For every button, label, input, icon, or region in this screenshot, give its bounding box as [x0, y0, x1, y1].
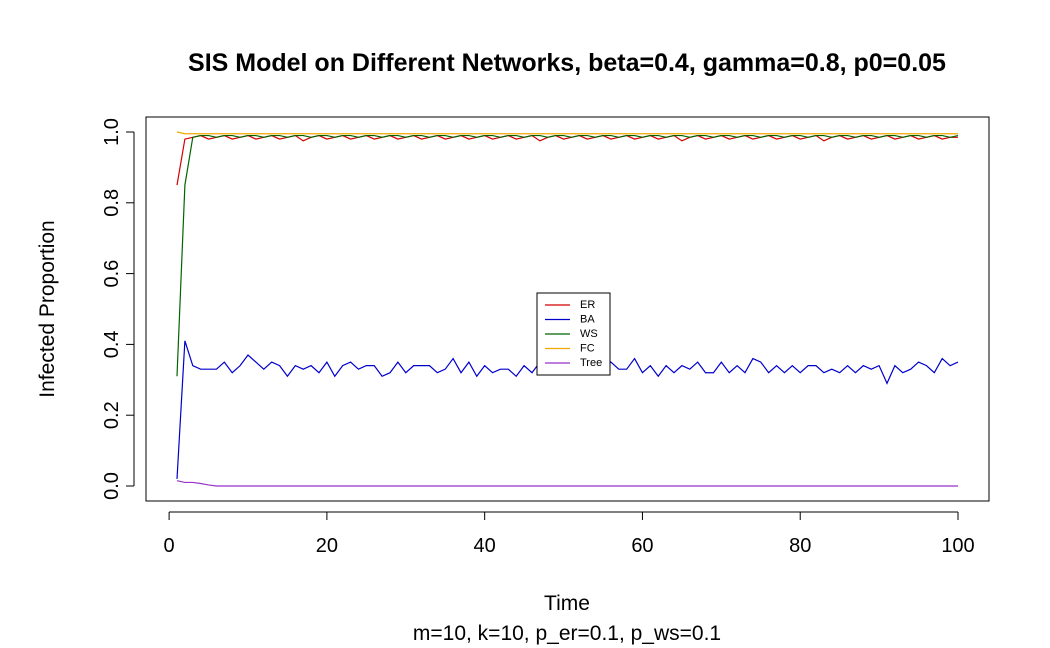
series-line-er [176, 134, 958, 186]
legend-label-ba: BA [580, 314, 595, 326]
series-line-fc [176, 131, 958, 135]
legend: ER BA WS FC Tree [536, 292, 611, 376]
x-axis-label: Time [544, 592, 590, 615]
y-tick-label: 0.8 [101, 189, 123, 217]
y-tick-label: 0.0 [101, 472, 123, 500]
chart-subtitle: m=10, k=10, p_er=0.1, p_ws=0.1 [413, 622, 721, 645]
y-axis: 0.0 0.2 0.4 0.6 0.8 1.0 [101, 118, 135, 500]
x-tick-label: 40 [474, 535, 496, 557]
y-axis-label: Infected Proportion [36, 220, 59, 397]
x-tick-label: 20 [316, 535, 338, 557]
y-tick-label: 1.0 [101, 118, 123, 146]
y-tick-label: 0.2 [101, 401, 123, 429]
series-line-ws [176, 134, 959, 377]
x-tick-label: 80 [789, 535, 811, 557]
legend-label-fc: FC [580, 343, 595, 355]
legend-label-ws: WS [580, 328, 598, 340]
series-line-tree [176, 480, 958, 487]
x-tick-label: 100 [941, 535, 974, 557]
x-axis: 0 20 40 60 80 100 [164, 511, 975, 557]
plot-frame [145, 116, 990, 502]
chart-title: SIS Model on Different Networks, beta=0.… [188, 49, 946, 77]
y-tick-label: 0.4 [101, 330, 123, 358]
x-tick-label: 0 [164, 535, 175, 557]
y-tick-label: 0.6 [101, 260, 123, 288]
legend-label-er: ER [580, 299, 595, 311]
x-tick-label: 60 [631, 535, 653, 557]
legend-label-tree: Tree [580, 357, 602, 369]
